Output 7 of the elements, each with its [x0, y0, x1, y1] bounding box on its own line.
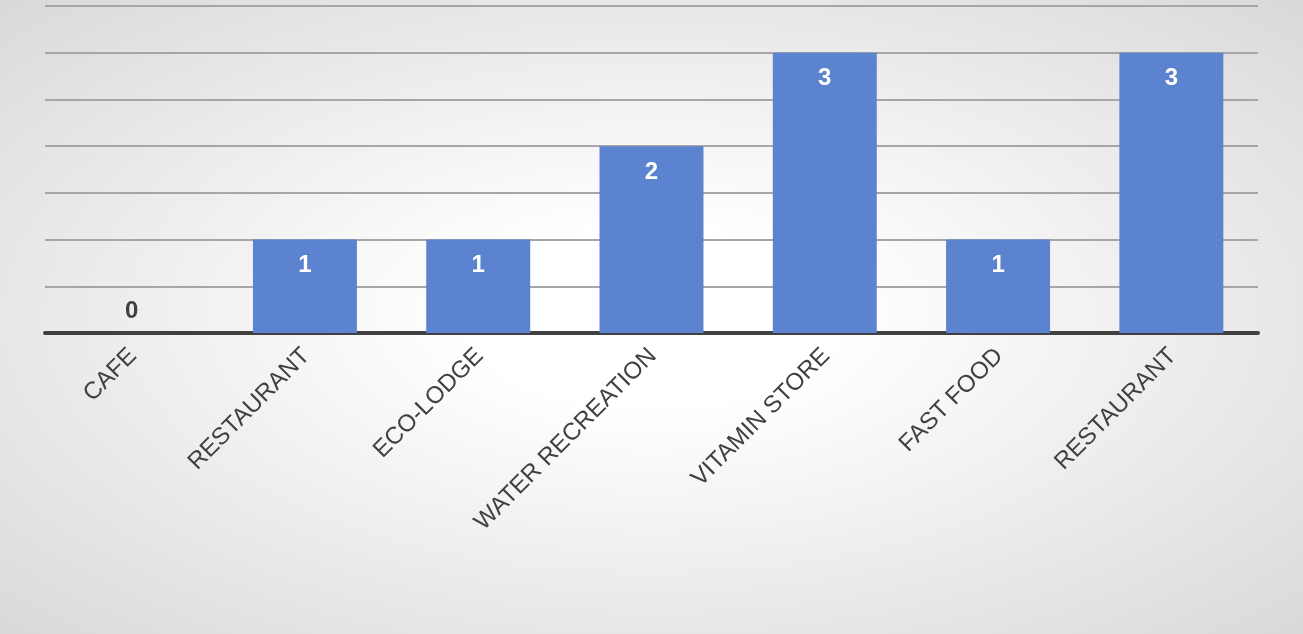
data-label: 3	[818, 63, 832, 91]
data-label: 2	[644, 156, 659, 184]
data-label: 1	[298, 250, 312, 278]
data-label: 1	[471, 250, 485, 278]
data-label: 3	[1164, 63, 1179, 91]
data-label: 0	[124, 295, 139, 323]
data-label: 1	[991, 250, 1005, 278]
